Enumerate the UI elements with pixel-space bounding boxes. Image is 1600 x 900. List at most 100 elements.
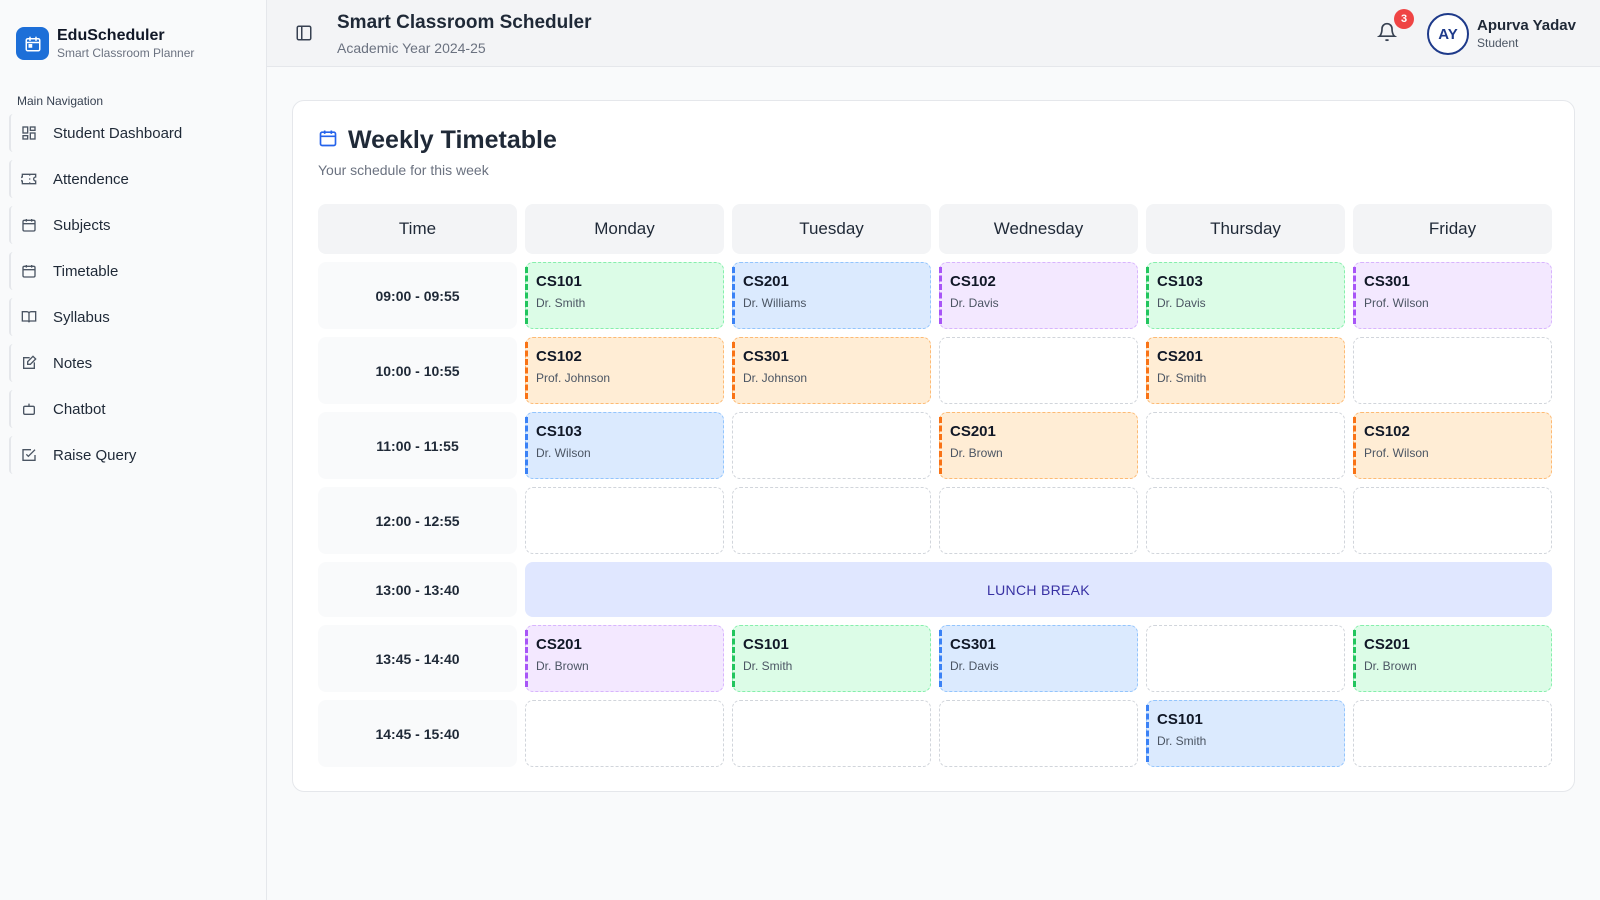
- empty-slot: [939, 700, 1138, 767]
- empty-slot: [732, 412, 931, 479]
- book-icon: [21, 309, 37, 325]
- course-code: CS201: [536, 636, 582, 653]
- course-code: CS103: [1157, 273, 1203, 290]
- sidebar-item-label: Chatbot: [53, 400, 106, 418]
- nav-section-title: Main Navigation: [17, 94, 104, 108]
- calendar-icon: [21, 263, 37, 279]
- class-slot[interactable]: CS103 Dr. Davis: [1145, 262, 1345, 329]
- brand-subtitle: Smart Classroom Planner: [57, 46, 195, 60]
- course-code: CS201: [1157, 348, 1203, 365]
- timetable-card: Weekly Timetable Your schedule for this …: [292, 100, 1575, 792]
- course-code: CS301: [743, 348, 789, 365]
- sidebar-item-label: Subjects: [53, 216, 111, 234]
- class-slot[interactable]: CS201 Dr. Williams: [731, 262, 931, 329]
- instructor-name: Prof. Wilson: [1364, 446, 1429, 460]
- time-column-header: Time: [318, 204, 517, 254]
- main-navigation: Student Dashboard Attendence Subjects Ti…: [0, 114, 266, 474]
- time-slot-label: 13:00 - 13:40: [318, 562, 517, 617]
- class-slot[interactable]: CS101 Dr. Smith: [731, 625, 931, 692]
- course-code: CS201: [1364, 636, 1410, 653]
- day-header-thursday: Thursday: [1146, 204, 1345, 254]
- timetable-subtitle: Your schedule for this week: [318, 162, 489, 178]
- sidebar-item-label: Raise Query: [53, 446, 137, 464]
- class-slot[interactable]: CS301 Prof. Wilson: [1352, 262, 1552, 329]
- calendar-icon: [16, 27, 49, 60]
- notification-badge: 3: [1394, 9, 1414, 29]
- instructor-name: Dr. Smith: [536, 296, 586, 310]
- sidebar-toggle-icon[interactable]: [295, 24, 313, 42]
- empty-slot: [1353, 700, 1552, 767]
- instructor-name: Prof. Wilson: [1364, 296, 1429, 310]
- empty-slot: [1353, 487, 1552, 554]
- instructor-name: Dr. Wilson: [536, 446, 591, 460]
- empty-slot: [525, 487, 724, 554]
- day-header-tuesday: Tuesday: [732, 204, 931, 254]
- course-code: CS201: [950, 423, 996, 440]
- bell-icon[interactable]: [1376, 22, 1399, 44]
- time-slot-label: 14:45 - 15:40: [318, 700, 517, 767]
- instructor-name: Dr. Johnson: [743, 371, 808, 385]
- course-code: CS101: [1157, 711, 1203, 728]
- course-code: CS102: [1364, 423, 1410, 440]
- course-code: CS101: [743, 636, 789, 653]
- class-slot[interactable]: CS301 Dr. Davis: [938, 625, 1138, 692]
- time-slot-label: 11:00 - 11:55: [318, 412, 517, 479]
- sidebar-item-attendence[interactable]: Attendence: [9, 160, 257, 198]
- class-slot[interactable]: CS201 Dr. Brown: [1352, 625, 1552, 692]
- empty-slot: [1146, 412, 1345, 479]
- avatar[interactable]: AY: [1427, 13, 1469, 55]
- lunch-break-banner: LUNCH BREAK: [525, 562, 1552, 617]
- course-code: CS102: [950, 273, 996, 290]
- day-header-friday: Friday: [1353, 204, 1552, 254]
- instructor-name: Dr. Davis: [1157, 296, 1206, 310]
- sidebar-item-subjects[interactable]: Subjects: [9, 206, 257, 244]
- class-slot[interactable]: CS101 Dr. Smith: [524, 262, 724, 329]
- day-header-wednesday: Wednesday: [939, 204, 1138, 254]
- sidebar-item-raise-query[interactable]: Raise Query: [9, 436, 257, 474]
- sidebar-item-label: Notes: [53, 354, 93, 372]
- calendar-icon: [21, 217, 37, 233]
- instructor-name: Prof. Johnson: [536, 371, 611, 385]
- top-header: Smart Classroom Scheduler Academic Year …: [267, 0, 1600, 67]
- sidebar-item-syllabus[interactable]: Syllabus: [9, 298, 257, 336]
- class-slot[interactable]: CS102 Prof. Johnson: [524, 337, 724, 404]
- instructor-name: Dr. Smith: [1157, 371, 1207, 385]
- class-slot[interactable]: CS101 Dr. Smith: [1145, 700, 1345, 767]
- calendar-icon: [318, 128, 338, 153]
- time-slot-label: 09:00 - 09:55: [318, 262, 517, 329]
- checkbox-icon: [21, 447, 37, 463]
- course-code: CS102: [536, 348, 582, 365]
- class-slot[interactable]: CS103 Dr. Wilson: [524, 412, 724, 479]
- sidebar-item-notes[interactable]: Notes: [9, 344, 257, 382]
- empty-slot: [939, 487, 1138, 554]
- sidebar: EduScheduler Smart Classroom Planner Mai…: [0, 0, 267, 900]
- sidebar-item-student-dashboard[interactable]: Student Dashboard: [9, 114, 257, 152]
- course-code: CS201: [743, 273, 789, 290]
- class-slot[interactable]: CS301 Dr. Johnson: [731, 337, 931, 404]
- class-slot[interactable]: CS201 Dr. Smith: [1145, 337, 1345, 404]
- instructor-name: Dr. Davis: [950, 296, 999, 310]
- sidebar-item-label: Timetable: [53, 262, 119, 280]
- brand[interactable]: EduScheduler Smart Classroom Planner: [0, 0, 266, 66]
- empty-slot: [1146, 625, 1345, 692]
- user-name: Apurva Yadav: [1477, 17, 1576, 34]
- instructor-name: Dr. Brown: [1364, 659, 1417, 673]
- sidebar-item-timetable[interactable]: Timetable: [9, 252, 257, 290]
- class-slot[interactable]: CS102 Dr. Davis: [938, 262, 1138, 329]
- class-slot[interactable]: CS102 Prof. Wilson: [1352, 412, 1552, 479]
- class-slot[interactable]: CS201 Dr. Brown: [938, 412, 1138, 479]
- instructor-name: Dr. Williams: [743, 296, 807, 310]
- brand-name: EduScheduler: [57, 27, 165, 44]
- sidebar-item-chatbot[interactable]: Chatbot: [9, 390, 257, 428]
- edit-note-icon: [21, 355, 37, 371]
- empty-slot: [1146, 487, 1345, 554]
- empty-slot: [732, 487, 931, 554]
- course-code: CS101: [536, 273, 582, 290]
- sidebar-item-label: Syllabus: [53, 308, 110, 326]
- class-slot[interactable]: CS201 Dr. Brown: [524, 625, 724, 692]
- sidebar-item-label: Student Dashboard: [53, 124, 183, 142]
- time-slot-label: 12:00 - 12:55: [318, 487, 517, 554]
- instructor-name: Dr. Smith: [1157, 734, 1207, 748]
- course-code: CS301: [1364, 273, 1410, 290]
- dashboard-icon: [21, 125, 37, 141]
